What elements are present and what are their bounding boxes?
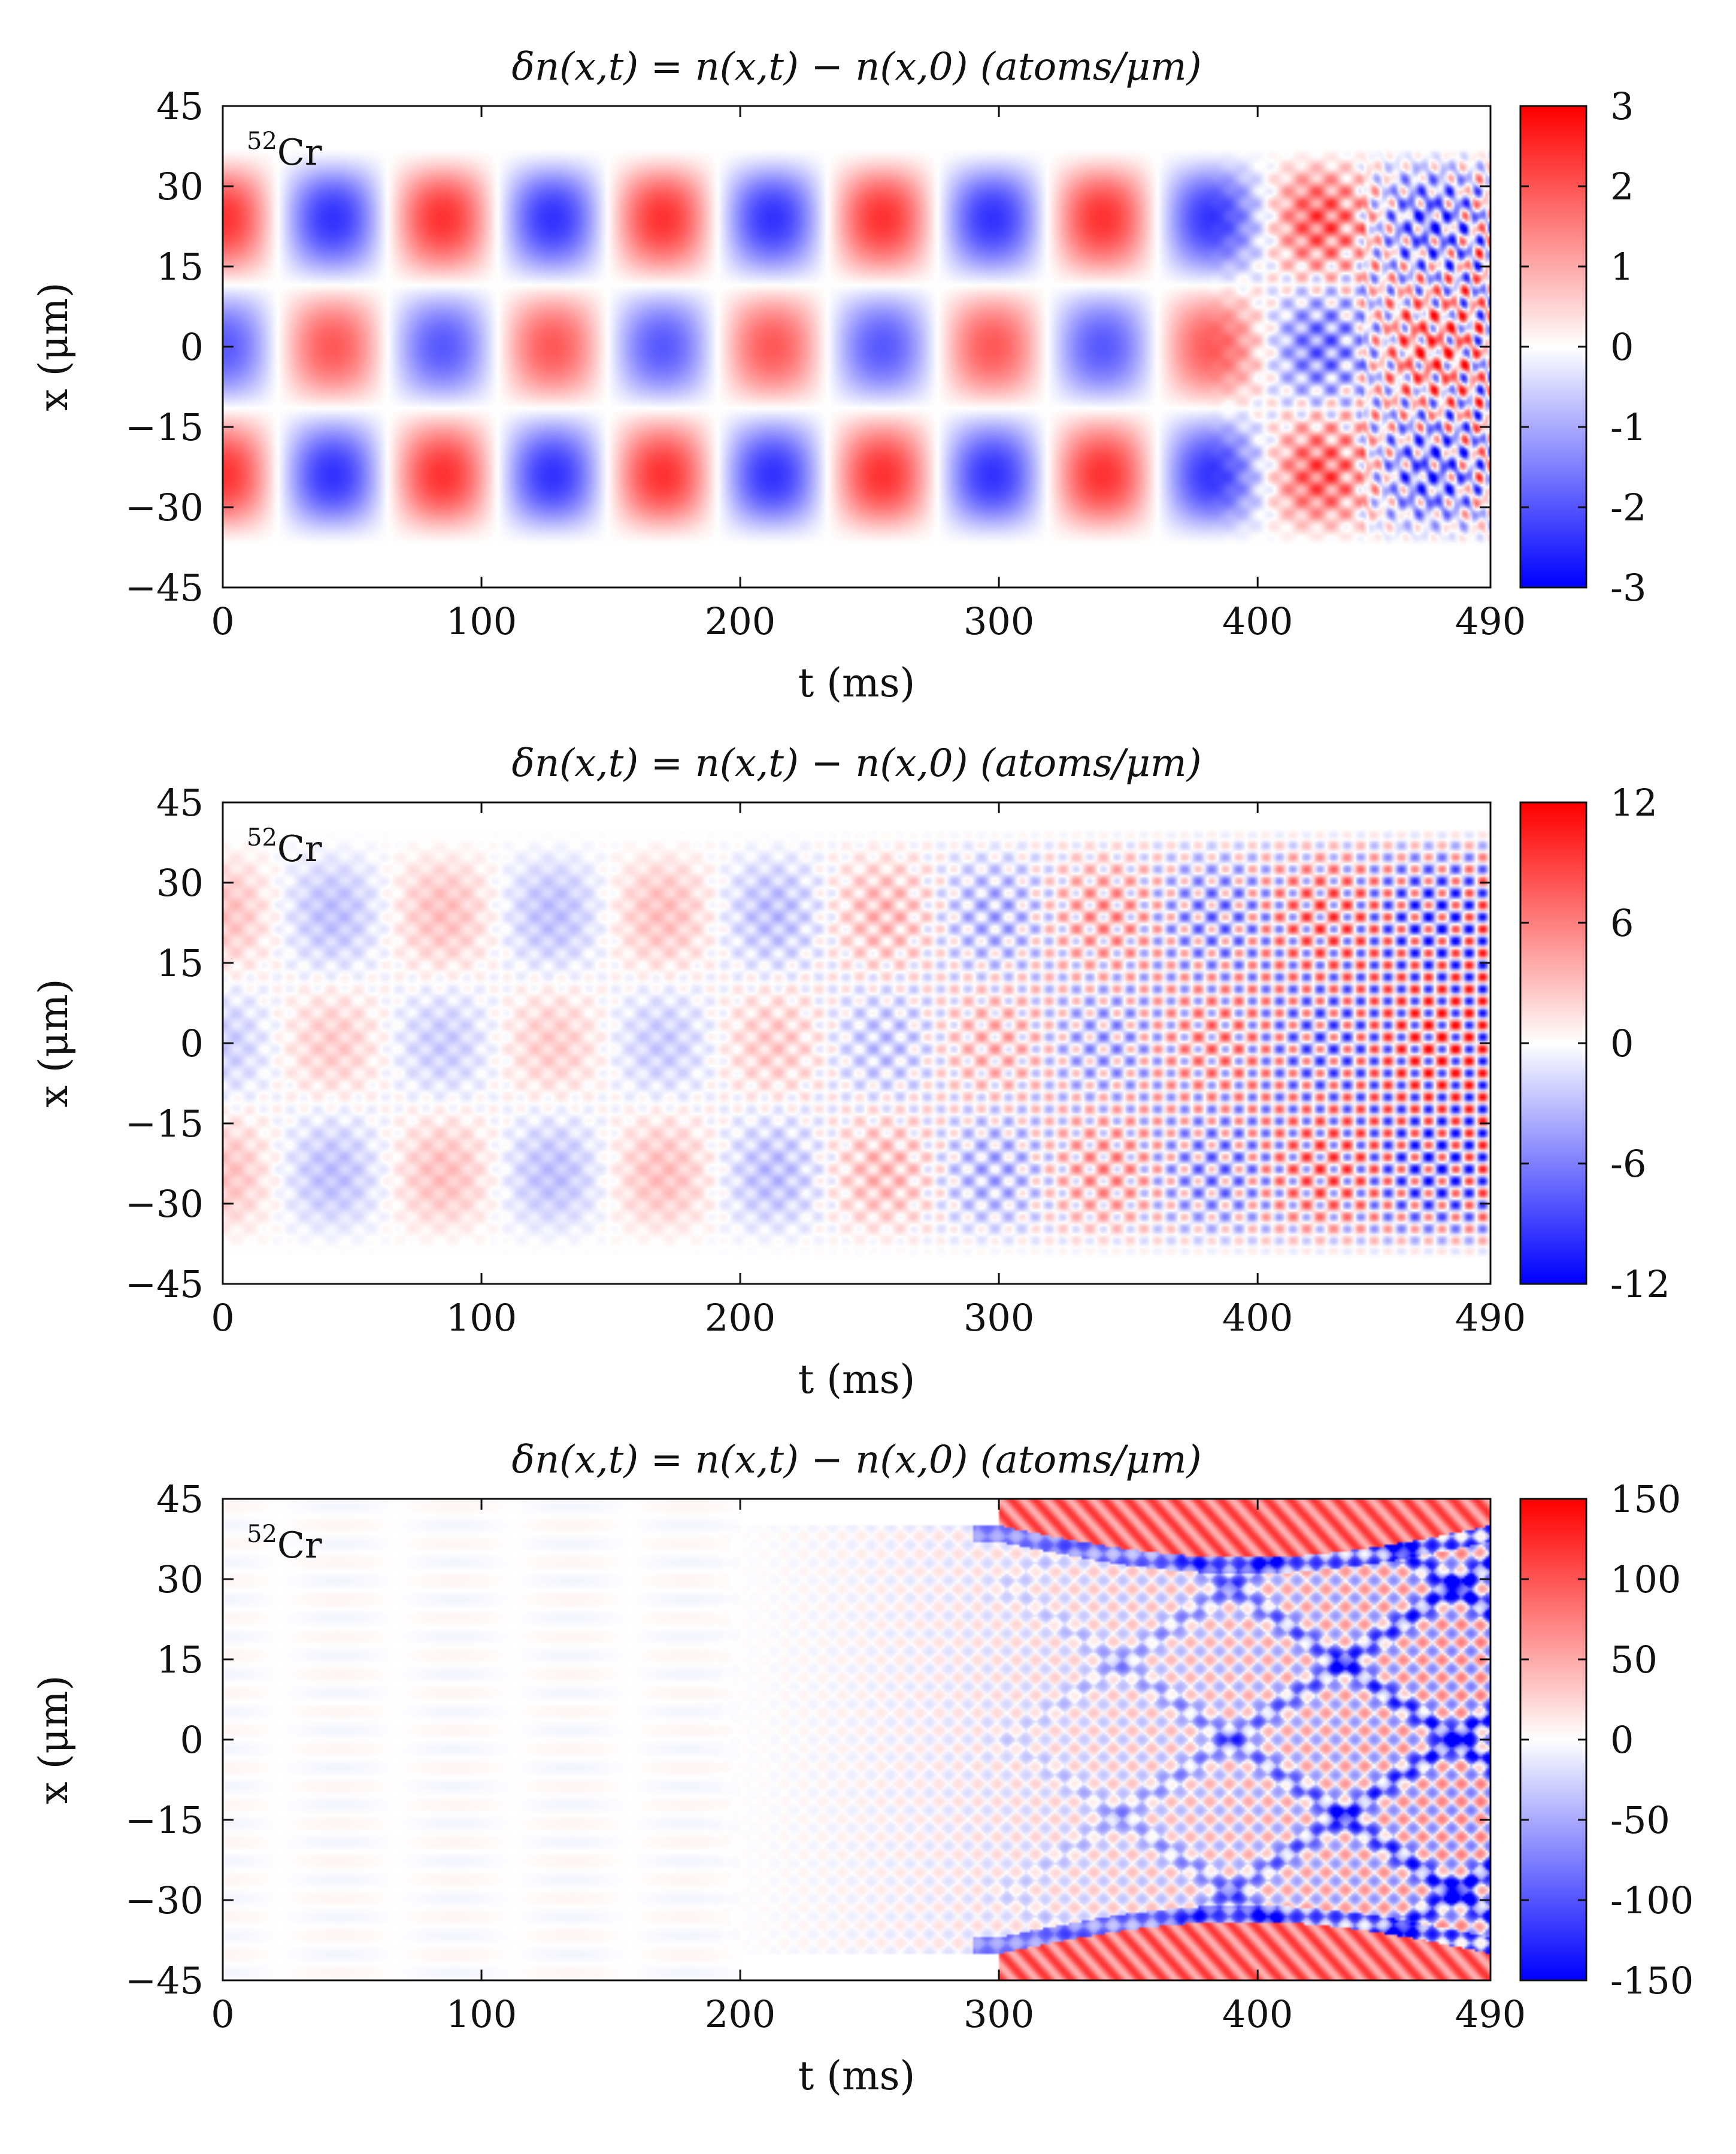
isotope-mass: 52 [247, 824, 277, 852]
x-tick-label: 300 [964, 599, 1034, 643]
x-tick-label: 300 [964, 1992, 1034, 2036]
colorbar-tick-label: -3 [1610, 566, 1646, 610]
colorbar-tick-label: -100 [1610, 1879, 1693, 1922]
y-axis-label: x (μm) [31, 282, 77, 411]
isotope-mass: 52 [247, 1520, 277, 1548]
y-tick-label: 15 [156, 941, 204, 985]
panel-2: δn(x,t) = n(x,t) − n(x,0) (atoms/μm) 0 100… [31, 741, 1670, 1402]
x-tick-label: 0 [211, 1296, 234, 1340]
isotope-mass: 52 [247, 128, 277, 155]
colorbar-tick-label: -1 [1610, 405, 1646, 449]
colorbar-tick-label: 0 [1610, 1718, 1634, 1762]
y-tick-label: 15 [156, 1638, 204, 1682]
panel-title: δn(x,t) = n(x,t) − n(x,0) (atoms/μm) [511, 1438, 1201, 1482]
colorbar-tick-label: 3 [1610, 84, 1634, 128]
isotope-label: 52Cr [247, 128, 322, 174]
y-tick-label: 45 [156, 1477, 204, 1521]
isotope-element: Cr [277, 828, 322, 870]
y-tick-label: 0 [180, 1718, 204, 1762]
y-tick-label: 30 [156, 1558, 204, 1601]
y-tick-label: −30 [125, 1182, 204, 1226]
y-tick-label: −15 [125, 405, 204, 449]
y-tick-label: −45 [125, 1262, 204, 1306]
x-tick-label: 0 [211, 1992, 234, 2036]
isotope-label: 52Cr [247, 1520, 322, 1567]
x-tick-label: 490 [1455, 1992, 1526, 2036]
y-tick-label: 0 [180, 325, 204, 369]
panel-1: δn(x,t) = n(x,t) − n(x,0) (atoms/μm)0 100… [31, 45, 1646, 706]
y-tick-label: −30 [125, 1879, 204, 1922]
colorbar-tick-label: 100 [1610, 1558, 1681, 1601]
x-tick-label: 200 [705, 1992, 775, 2036]
colorbar-tick-label: 0 [1610, 325, 1634, 369]
colorbar [1520, 106, 1586, 587]
isotope-element: Cr [277, 132, 322, 174]
panel-title: δn(x,t) = n(x,t) − n(x,0) (atoms/μm) [511, 741, 1201, 786]
density-heatmap [223, 106, 1490, 587]
x-axis-label: t (ms) [798, 660, 915, 706]
y-tick-label: −45 [125, 566, 204, 610]
x-tick-label: 400 [1222, 1992, 1293, 2036]
colorbar-tick-label: -150 [1610, 1959, 1693, 2002]
colorbar-tick-label: 6 [1610, 901, 1634, 945]
colorbar-tick-label: -2 [1610, 486, 1646, 529]
y-tick-label: 15 [156, 245, 204, 289]
y-tick-label: −30 [125, 486, 204, 529]
x-tick-label: 100 [446, 1992, 517, 2036]
y-tick-label: −15 [125, 1102, 204, 1146]
x-tick-label: 200 [705, 1296, 775, 1340]
panel-title: δn(x,t) = n(x,t) − n(x,0) (atoms/μm) [511, 45, 1201, 89]
x-axis-label: t (ms) [798, 1356, 915, 1402]
y-axis-label: x (μm) [31, 1675, 77, 1804]
y-tick-label: −45 [125, 1959, 204, 2002]
y-tick-label: 45 [156, 84, 204, 128]
colorbar-tick-label: 50 [1610, 1638, 1658, 1682]
panel-3: δn(x,t) = n(x,t) − n(x,0) (atoms/μm) 0 100… [31, 1438, 1693, 2099]
colorbar-tick-label: 1 [1610, 245, 1634, 289]
colorbar-tick-label: 150 [1610, 1477, 1681, 1521]
x-tick-label: 0 [211, 599, 234, 643]
x-tick-label: 300 [964, 1296, 1034, 1340]
colorbar-tick-label: 0 [1610, 1022, 1634, 1065]
x-tick-label: 200 [705, 599, 775, 643]
x-tick-label: 400 [1222, 1296, 1293, 1340]
density-heatmap [223, 1499, 1490, 1980]
y-tick-label: 45 [156, 781, 204, 825]
colorbar-tick-label: 12 [1610, 781, 1658, 825]
colorbar [1520, 802, 1586, 1284]
colorbar-tick-label: -6 [1610, 1142, 1646, 1186]
x-tick-label: 400 [1222, 599, 1293, 643]
x-tick-label: 100 [446, 1296, 517, 1340]
x-tick-label: 490 [1455, 599, 1526, 643]
colorbar-tick-label: 2 [1610, 165, 1634, 208]
density-heatmap [223, 802, 1490, 1284]
colorbar [1520, 1499, 1586, 1980]
x-tick-label: 490 [1455, 1296, 1526, 1340]
y-tick-label: 30 [156, 165, 204, 208]
y-axis-label: x (μm) [31, 978, 77, 1107]
isotope-element: Cr [277, 1525, 322, 1567]
x-axis-label: t (ms) [798, 2053, 915, 2099]
x-tick-label: 100 [446, 599, 517, 643]
colorbar-tick-label: -50 [1610, 1798, 1670, 1842]
y-tick-label: 30 [156, 861, 204, 905]
isotope-label: 52Cr [247, 824, 322, 870]
colorbar-tick-label: -12 [1610, 1262, 1670, 1306]
y-tick-label: 0 [180, 1022, 204, 1065]
y-tick-label: −15 [125, 1798, 204, 1842]
